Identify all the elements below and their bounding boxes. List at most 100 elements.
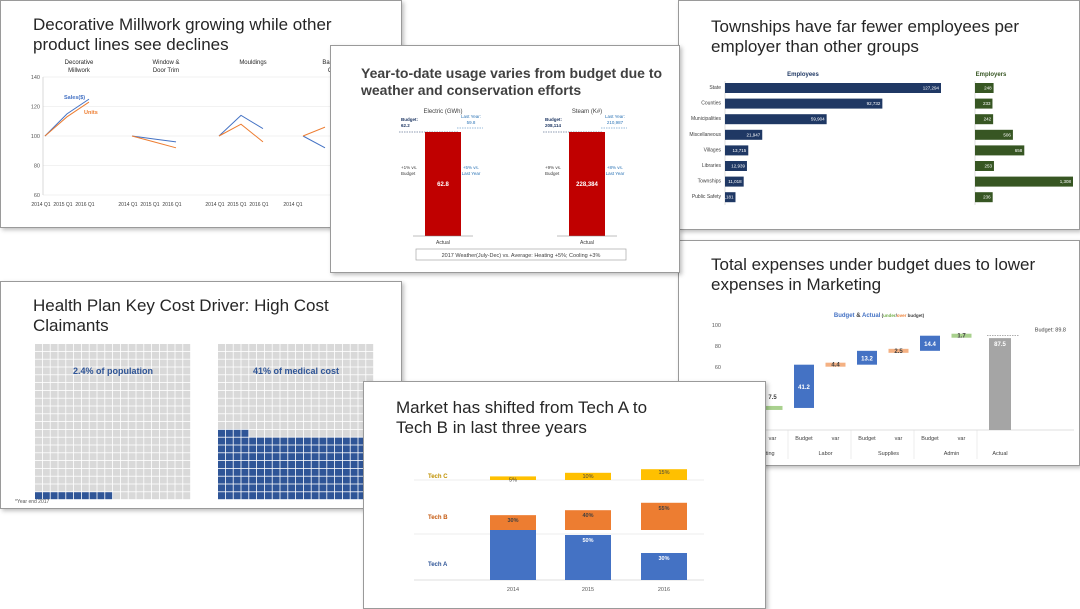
population-waffle-cell (113, 344, 120, 351)
tech-c-bar (490, 476, 536, 480)
cost-waffle-cell (311, 359, 319, 367)
population-waffle-cell (81, 476, 89, 484)
budget-value: 13.2 (861, 356, 873, 362)
cost-waffle-cell (342, 453, 350, 461)
cost-waffle-cell (233, 375, 241, 383)
cost-waffle-cell (350, 492, 358, 500)
population-waffle-cell (183, 351, 191, 359)
population-waffle-cell (175, 461, 183, 468)
population-waffle-cell (81, 367, 89, 375)
cost-waffle-cell (288, 422, 296, 429)
cost-waffle-cell (319, 383, 327, 390)
y-tick-label: 120 (31, 105, 40, 111)
population-waffle-cell (105, 414, 113, 422)
population-waffle-cell (159, 468, 167, 476)
slide-title: Townships have far fewer employees per e… (711, 17, 1020, 56)
population-waffle-cell (128, 367, 136, 375)
population-waffle-cell (35, 492, 42, 500)
bar-label: var (958, 436, 966, 442)
population-waffle-cell (183, 461, 191, 468)
bar-label: Budget (858, 436, 876, 442)
employees-value: 11,018 (728, 179, 742, 184)
population-waffle-cell (128, 351, 136, 359)
vs-budget-2: Budget (401, 171, 416, 176)
cost-waffle-cell (264, 429, 272, 437)
population-waffle-cell (167, 484, 175, 492)
cost-waffle-cell (311, 422, 319, 429)
tech-c-bar (565, 472, 611, 480)
population-waffle-cell (144, 351, 152, 359)
employers-bar (975, 192, 993, 203)
cost-waffle-cell (257, 476, 264, 484)
cost-waffle-cell (225, 406, 233, 414)
cost-waffle-cell (358, 422, 366, 429)
population-waffle-cell (66, 422, 74, 429)
population-waffle-cell (136, 390, 144, 398)
population-waffle-cell (152, 398, 159, 406)
cost-waffle-cell (233, 429, 241, 437)
population-waffle-cell (42, 468, 50, 476)
cost-waffle-cell (342, 484, 350, 492)
population-waffle-cell (58, 390, 66, 398)
population-waffle-cell (42, 398, 50, 406)
cost-waffle-cell (249, 344, 257, 351)
cost-waffle-cell (288, 351, 296, 359)
population-waffle-cell (159, 492, 167, 500)
townships-chart: Employees Employers State 127,294 248 Countie… (689, 72, 1073, 205)
population-waffle-cell (105, 461, 113, 468)
cost-waffle-cell (272, 476, 280, 484)
cost-waffle-cell (272, 414, 280, 422)
population-waffle-cell (97, 429, 105, 437)
population-waffle-cell (58, 398, 66, 406)
cost-waffle-cell (280, 351, 288, 359)
employees-value: 12,939 (731, 164, 745, 169)
group-label: Labor (818, 451, 832, 457)
population-waffle-cell (152, 437, 159, 445)
cost-waffle-cell (319, 453, 327, 461)
budget-label: Budget: (545, 117, 562, 122)
population-waffle-cell (58, 484, 66, 492)
population-waffle-cell (42, 476, 50, 484)
cost-waffle-cell (358, 344, 366, 351)
cost-waffle-cell (272, 468, 280, 476)
population-waffle-cell (175, 375, 183, 383)
population-waffle-cell (136, 484, 144, 492)
population-waffle-cell (120, 383, 128, 390)
population-waffle-cell (167, 445, 175, 453)
cost-waffle-cell (264, 453, 272, 461)
cost-waffle-cell (296, 429, 303, 437)
cost-waffle-cell (241, 406, 249, 414)
cost-waffle-cell (311, 414, 319, 422)
population-waffle-cell (66, 406, 74, 414)
population-waffle-cell (81, 453, 89, 461)
population-waffle-cell (128, 453, 136, 461)
population-waffle-cell (42, 484, 50, 492)
population-waffle-cell (42, 461, 50, 468)
cost-waffle-cell (311, 437, 319, 445)
population-waffle-cell (58, 383, 66, 390)
population-waffle-cell (35, 351, 42, 359)
employers-bar (975, 114, 994, 125)
cost-waffle-cell (296, 344, 303, 351)
cost-waffle-cell (249, 476, 257, 484)
population-waffle-cell (167, 375, 175, 383)
vs-last-year: +5% vs. (463, 165, 479, 170)
cost-waffle-cell (233, 398, 241, 406)
population-waffle-cell (128, 383, 136, 390)
population-waffle-cell (89, 344, 97, 351)
population-waffle-cell (128, 390, 136, 398)
cost-waffle-cell (335, 351, 342, 359)
cost-waffle-cell (218, 351, 225, 359)
cost-waffle-cell (350, 414, 358, 422)
cost-waffle-cell (327, 398, 335, 406)
population-waffle-cell (175, 429, 183, 437)
cost-waffle-cell (366, 351, 374, 359)
population-waffle-cell (152, 484, 159, 492)
last-year-value: 210,987 (607, 120, 624, 125)
cost-waffle-cell (272, 344, 280, 351)
population-waffle-cell (113, 476, 120, 484)
population-waffle-cell (128, 484, 136, 492)
population-waffle-cell (35, 398, 42, 406)
population-waffle-cell (159, 437, 167, 445)
population-waffle-cell (81, 429, 89, 437)
